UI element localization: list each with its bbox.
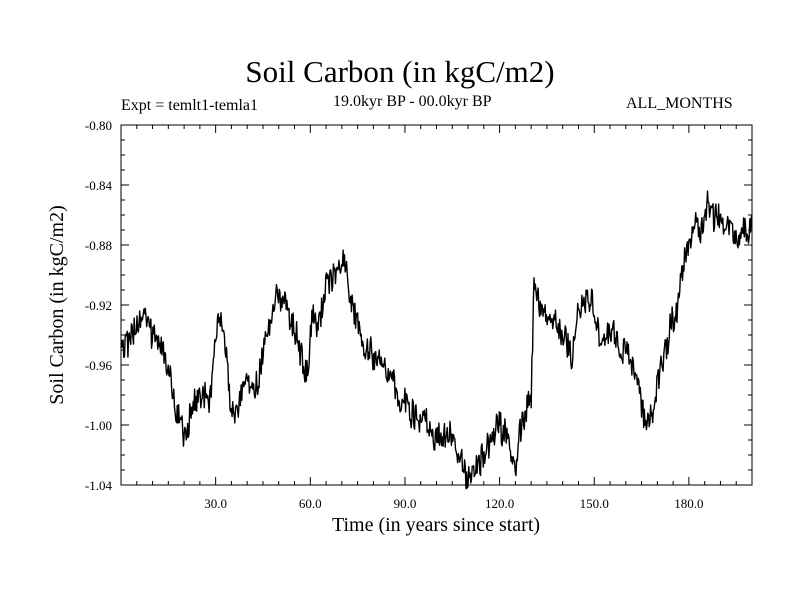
y-tick-label: -0.80 — [85, 118, 112, 133]
x-tick-label: 180.0 — [674, 496, 703, 511]
x-axis-label: Time (in years since start) — [332, 514, 540, 536]
soil-carbon-series-line — [120, 190, 753, 490]
y-tick-label: -1.04 — [85, 478, 113, 493]
time-range-label: 19.0kyr BP - 00.0kyr BP — [333, 93, 492, 110]
x-tick-label: 90.0 — [394, 496, 417, 511]
y-tick-label: -0.92 — [85, 298, 112, 313]
x-tick-label: 120.0 — [485, 496, 514, 511]
y-axis-label: Soil Carbon (in kgC/m2) — [46, 205, 68, 404]
tick-marks — [121, 124, 752, 486]
y-tick-labels: -1.04 -1.00 -0.96 -0.92 -0.88 -0.84 -0.80 — [85, 118, 113, 493]
months-label: ALL_MONTHS — [626, 95, 733, 112]
y-tick-label: -0.96 — [85, 358, 113, 373]
chart-title: Soil Carbon (in kgC/m2) — [245, 54, 555, 89]
y-tick-label: -0.88 — [85, 238, 112, 253]
x-tick-labels: 30.0 60.0 90.0 120.0 150.0 180.0 — [204, 496, 703, 511]
x-tick-label: 60.0 — [299, 496, 322, 511]
experiment-label: Expt = temlt1-temla1 — [121, 97, 258, 114]
y-tick-label: -1.00 — [85, 418, 112, 433]
x-tick-label: 150.0 — [580, 496, 609, 511]
y-tick-label: -0.84 — [85, 178, 113, 193]
x-tick-label: 30.0 — [204, 496, 227, 511]
